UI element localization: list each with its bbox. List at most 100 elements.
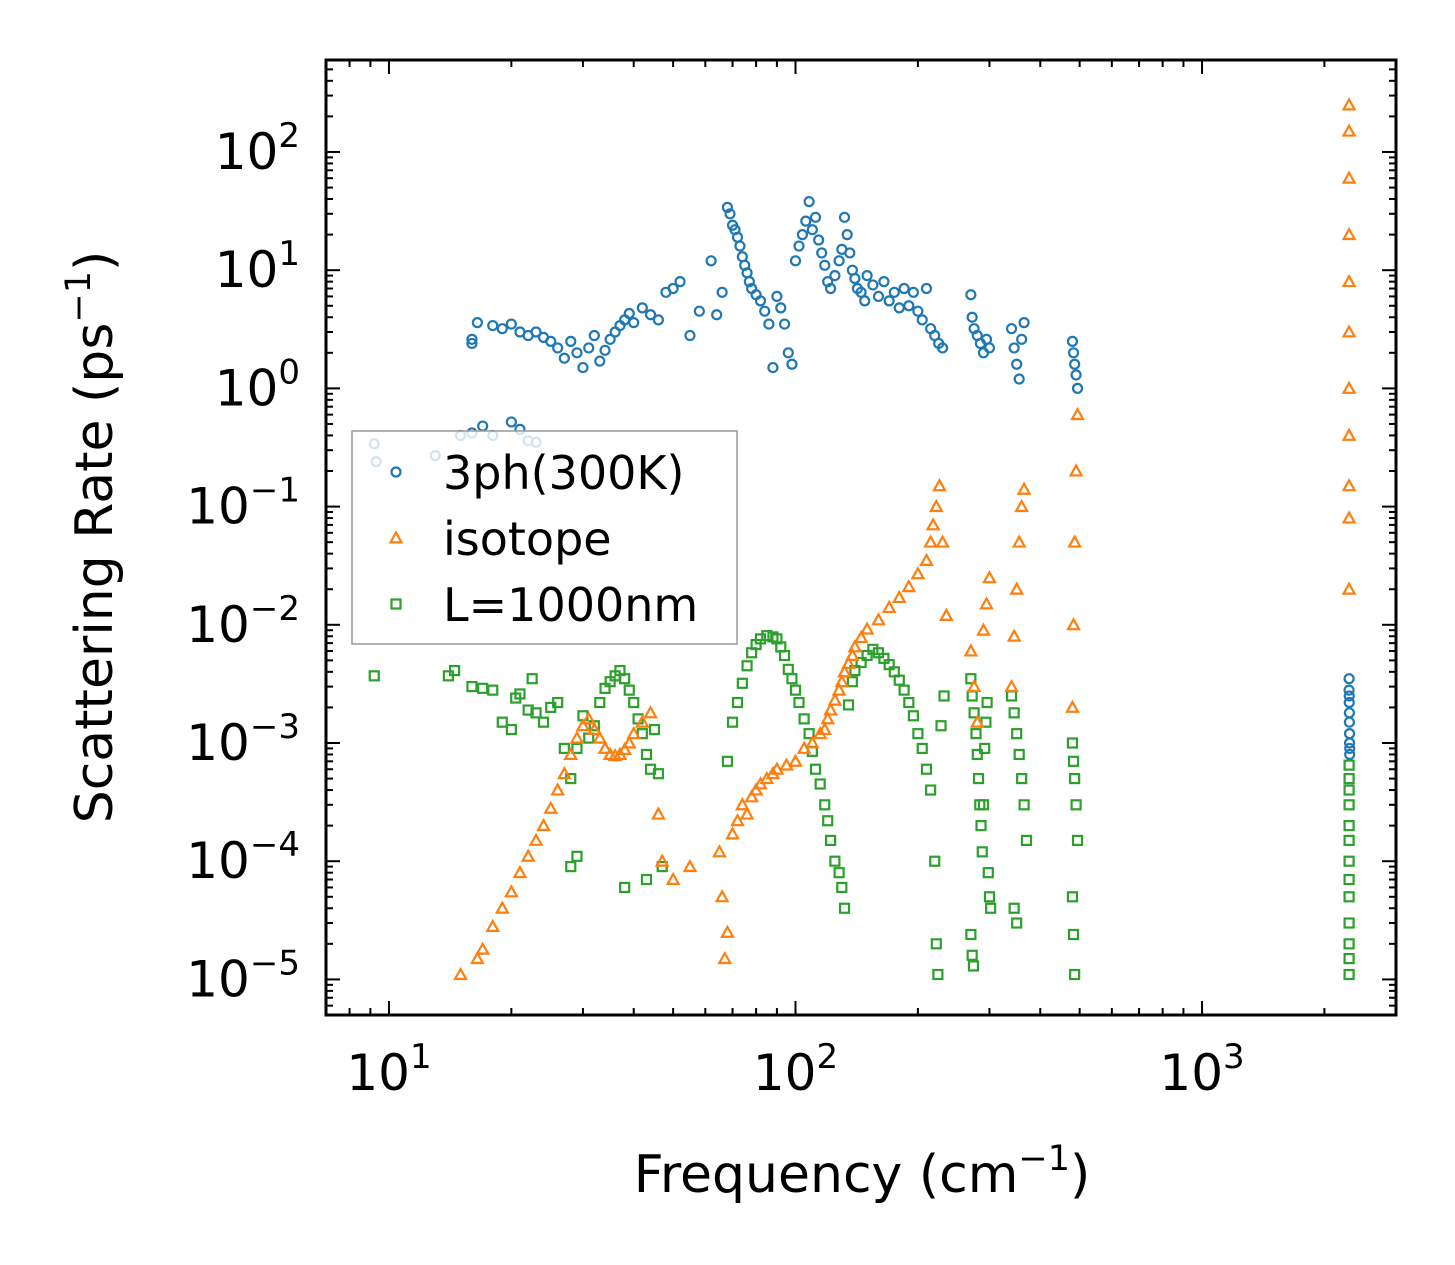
data-point xyxy=(636,302,648,314)
data-point xyxy=(552,696,564,709)
data-point xyxy=(796,229,809,241)
data-point xyxy=(907,710,920,722)
data-point xyxy=(901,578,917,593)
data-point xyxy=(556,765,572,780)
data-point xyxy=(919,552,934,566)
data-point xyxy=(717,950,733,965)
data-point xyxy=(1341,478,1357,492)
data-point xyxy=(920,763,933,775)
data-point xyxy=(1016,333,1028,345)
data-point xyxy=(721,201,734,213)
legend-box xyxy=(351,430,738,645)
data-point xyxy=(929,855,941,867)
data-point xyxy=(743,276,755,288)
data-point xyxy=(936,342,949,354)
data-point xyxy=(1006,628,1022,642)
data-point xyxy=(771,290,783,303)
x-axis-label: Frequency (cm−1) xyxy=(634,1139,1091,1205)
data-point xyxy=(1013,748,1025,761)
data-point xyxy=(829,269,841,282)
data-point xyxy=(571,347,583,359)
data-point xyxy=(528,832,544,846)
data-point xyxy=(588,329,600,342)
data-point xyxy=(907,286,920,298)
data-point xyxy=(1071,834,1084,846)
data-point xyxy=(1071,382,1084,394)
data-point xyxy=(1069,358,1081,370)
data-point xyxy=(836,881,848,894)
data-point xyxy=(652,768,665,780)
data-point xyxy=(651,806,666,820)
data-point xyxy=(505,318,517,330)
data-point xyxy=(820,711,836,725)
data-point xyxy=(594,696,606,709)
data-point xyxy=(1069,968,1081,981)
data-point xyxy=(496,323,508,335)
data-point xyxy=(1013,373,1025,385)
data-point xyxy=(782,347,794,359)
data-point xyxy=(503,884,519,898)
data-point xyxy=(816,247,828,259)
data-point xyxy=(838,902,851,914)
data-point xyxy=(1065,699,1080,713)
data-point xyxy=(970,728,982,740)
data-point xyxy=(1341,581,1357,595)
data-point xyxy=(583,342,595,354)
data-point xyxy=(485,918,501,933)
data-point xyxy=(716,286,728,298)
data-point xyxy=(819,799,831,811)
data-point xyxy=(1343,917,1355,929)
y-tick-label: 10−4 xyxy=(186,825,300,890)
data-point xyxy=(971,748,983,761)
data-point xyxy=(530,707,542,719)
legend-marker xyxy=(390,466,402,478)
data-point xyxy=(466,333,478,345)
data-point xyxy=(1343,737,1356,749)
data-point xyxy=(1341,510,1357,524)
data-point xyxy=(1344,742,1356,755)
data-point xyxy=(966,678,982,693)
data-point xyxy=(1067,347,1080,359)
data-point xyxy=(983,342,996,354)
data-point xyxy=(861,649,873,662)
data-point xyxy=(1343,716,1355,728)
data-point xyxy=(577,361,589,374)
data-point xyxy=(1341,123,1357,137)
data-point xyxy=(453,966,468,981)
data-point xyxy=(1069,772,1081,785)
data-point xyxy=(736,677,748,689)
y-tick-labels: 10−5 10−4 10−3 10−2 10−1 100 101 102 xyxy=(186,116,300,1008)
data-point xyxy=(705,255,717,267)
data-point xyxy=(712,844,727,858)
data-point xyxy=(1343,855,1355,867)
data-point xyxy=(575,717,591,732)
data-point xyxy=(754,633,767,645)
data-point xyxy=(724,208,736,220)
data-point xyxy=(779,757,794,771)
data-point xyxy=(888,286,900,298)
y-tick-label: 10−5 xyxy=(186,943,300,1008)
data-point xyxy=(640,873,653,886)
y-tick-label: 10−1 xyxy=(186,471,300,536)
data-point xyxy=(967,960,980,972)
data-point xyxy=(754,295,767,307)
data-point xyxy=(981,696,993,709)
data-point xyxy=(809,763,822,775)
data-point xyxy=(966,949,978,961)
data-point xyxy=(912,728,924,740)
data-point xyxy=(496,716,508,728)
data-point xyxy=(963,643,979,657)
data-point xyxy=(475,941,491,955)
data-point xyxy=(844,647,860,661)
x-tick-labels: 101 102 103 xyxy=(346,1037,1244,1102)
data-point xyxy=(786,358,798,370)
data-point xyxy=(859,621,875,635)
data-point xyxy=(778,318,791,330)
legend: 3ph(300K) isotope L=1000nm xyxy=(351,430,738,645)
data-point xyxy=(983,891,996,903)
data-point xyxy=(813,234,825,246)
data-point xyxy=(817,721,833,736)
data-point xyxy=(932,968,944,981)
data-point xyxy=(803,196,815,208)
data-point xyxy=(775,302,787,314)
